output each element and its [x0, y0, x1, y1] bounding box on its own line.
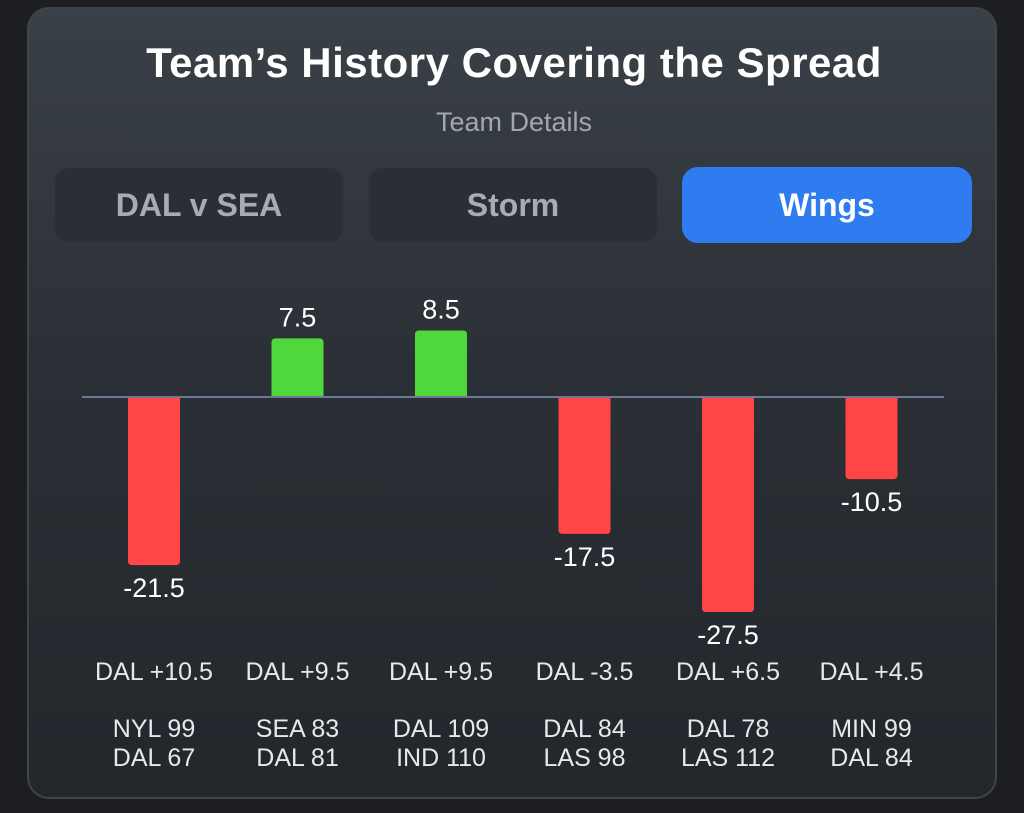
spread-category-label: DAL +10.5	[95, 658, 213, 686]
positive-bar	[271, 338, 324, 397]
spread-category-label: DAL +4.5	[819, 658, 923, 686]
bar-value-label: 7.5	[279, 302, 317, 332]
game-score-label: IND 110	[396, 744, 486, 772]
negative-bar	[845, 397, 898, 480]
card-subtitle: Team Details	[435, 107, 593, 137]
bar-value-label: -10.5	[841, 487, 903, 517]
game-score-label: DAL 84	[543, 715, 626, 743]
spread-category-label: DAL +6.5	[676, 658, 780, 686]
tab-wings[interactable]: Wings	[682, 167, 972, 243]
game-score-label: DAL 109	[393, 715, 489, 743]
game-score-label: LAS 98	[543, 744, 625, 772]
game-score-label: DAL 78	[687, 715, 769, 743]
negative-bar	[702, 397, 754, 612]
game-score-label: SEA 83	[256, 715, 339, 743]
card-title: Team’s History Covering the Spread	[146, 39, 882, 86]
tab-storm[interactable]: Storm	[368, 167, 658, 243]
game-score-label: DAL 84	[830, 744, 913, 772]
spread-category-label: DAL +9.5	[389, 658, 493, 686]
game-score-label: MIN 99	[831, 715, 912, 743]
game-score-label: NYL 99	[113, 715, 195, 743]
bar-value-label: 8.5	[422, 295, 460, 325]
bar-value-label: -17.5	[554, 542, 616, 572]
bar-value-label: -21.5	[123, 573, 185, 603]
game-score-label: DAL 81	[256, 744, 338, 772]
bar-value-label: -27.5	[697, 620, 759, 650]
negative-bar	[128, 397, 180, 566]
positive-bar	[415, 330, 467, 397]
spread-category-label: DAL -3.5	[536, 658, 634, 686]
ats-history-card: Team’s History Covering the Spread Team …	[27, 7, 997, 799]
tab-dal-v-sea[interactable]: DAL v SEA	[54, 167, 344, 243]
game-score-label: LAS 112	[681, 744, 775, 772]
spread-category-label: DAL +9.5	[245, 658, 349, 686]
game-score-label: DAL 67	[113, 744, 195, 772]
negative-bar	[558, 397, 611, 534]
